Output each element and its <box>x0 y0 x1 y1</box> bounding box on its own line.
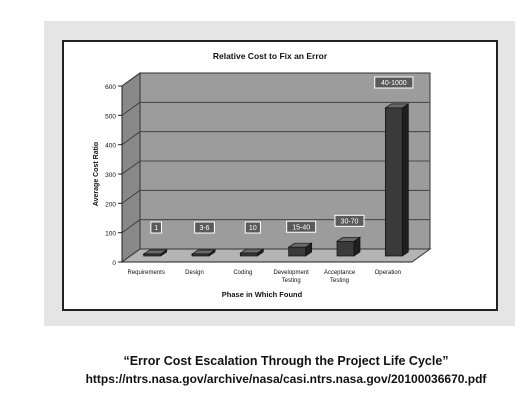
data-label: 10 <box>249 225 257 232</box>
figure-caption-title: “Error Cost Escalation Through the Proje… <box>123 354 449 368</box>
gridline <box>121 219 430 233</box>
x-tick-label: Testing <box>330 278 349 284</box>
x-tick-label: Design <box>185 270 204 276</box>
gridline <box>121 131 430 145</box>
data-label-box <box>334 214 365 227</box>
gridline <box>121 72 430 87</box>
data-label-box <box>374 76 414 89</box>
data-label-box <box>150 221 162 234</box>
data-label: 15-40 <box>292 224 310 231</box>
y-tick-label: 0 <box>112 260 116 267</box>
bar-side <box>401 103 409 257</box>
data-label: 1 <box>154 225 158 232</box>
gridline <box>121 189 430 204</box>
chart-title: Relative Cost to Fix an Error <box>213 51 328 61</box>
data-label-box <box>244 221 261 234</box>
x-tick-label: Acceptance <box>324 270 356 276</box>
data-label: 3-6 <box>199 225 209 232</box>
y-tick-label: 500 <box>105 113 116 120</box>
x-tick-label: Development <box>273 270 309 276</box>
x-tick-label: Coding <box>233 270 252 276</box>
data-label-box <box>286 220 317 233</box>
x-axis-title: Phase in Which Found <box>222 290 303 299</box>
gridline <box>121 160 430 175</box>
bar <box>336 240 355 257</box>
y-tick-label: 200 <box>105 201 116 208</box>
x-tick-label: Requirements <box>127 270 164 276</box>
y-tick-label: 600 <box>105 84 116 91</box>
bar <box>191 253 210 257</box>
data-label: 40-1000 <box>381 80 407 87</box>
x-tick-label: Operation <box>375 270 401 276</box>
y-axis-title: Average Cost Ratio <box>93 142 100 206</box>
y-tick-label: 100 <box>105 231 116 238</box>
y-tick-label: 300 <box>105 172 116 179</box>
bar <box>288 246 307 257</box>
chart-floor <box>120 248 432 263</box>
gridline <box>121 101 430 116</box>
y-tick-label: 400 <box>105 143 116 150</box>
bar <box>384 107 403 257</box>
data-label-box <box>194 221 215 234</box>
x-tick-label: Testing <box>282 278 301 284</box>
data-label: 30-70 <box>341 219 359 226</box>
bar <box>143 253 162 257</box>
bar <box>239 252 258 257</box>
figure-caption-url: https://ntrs.nasa.gov/archive/nasa/casi.… <box>85 372 487 386</box>
